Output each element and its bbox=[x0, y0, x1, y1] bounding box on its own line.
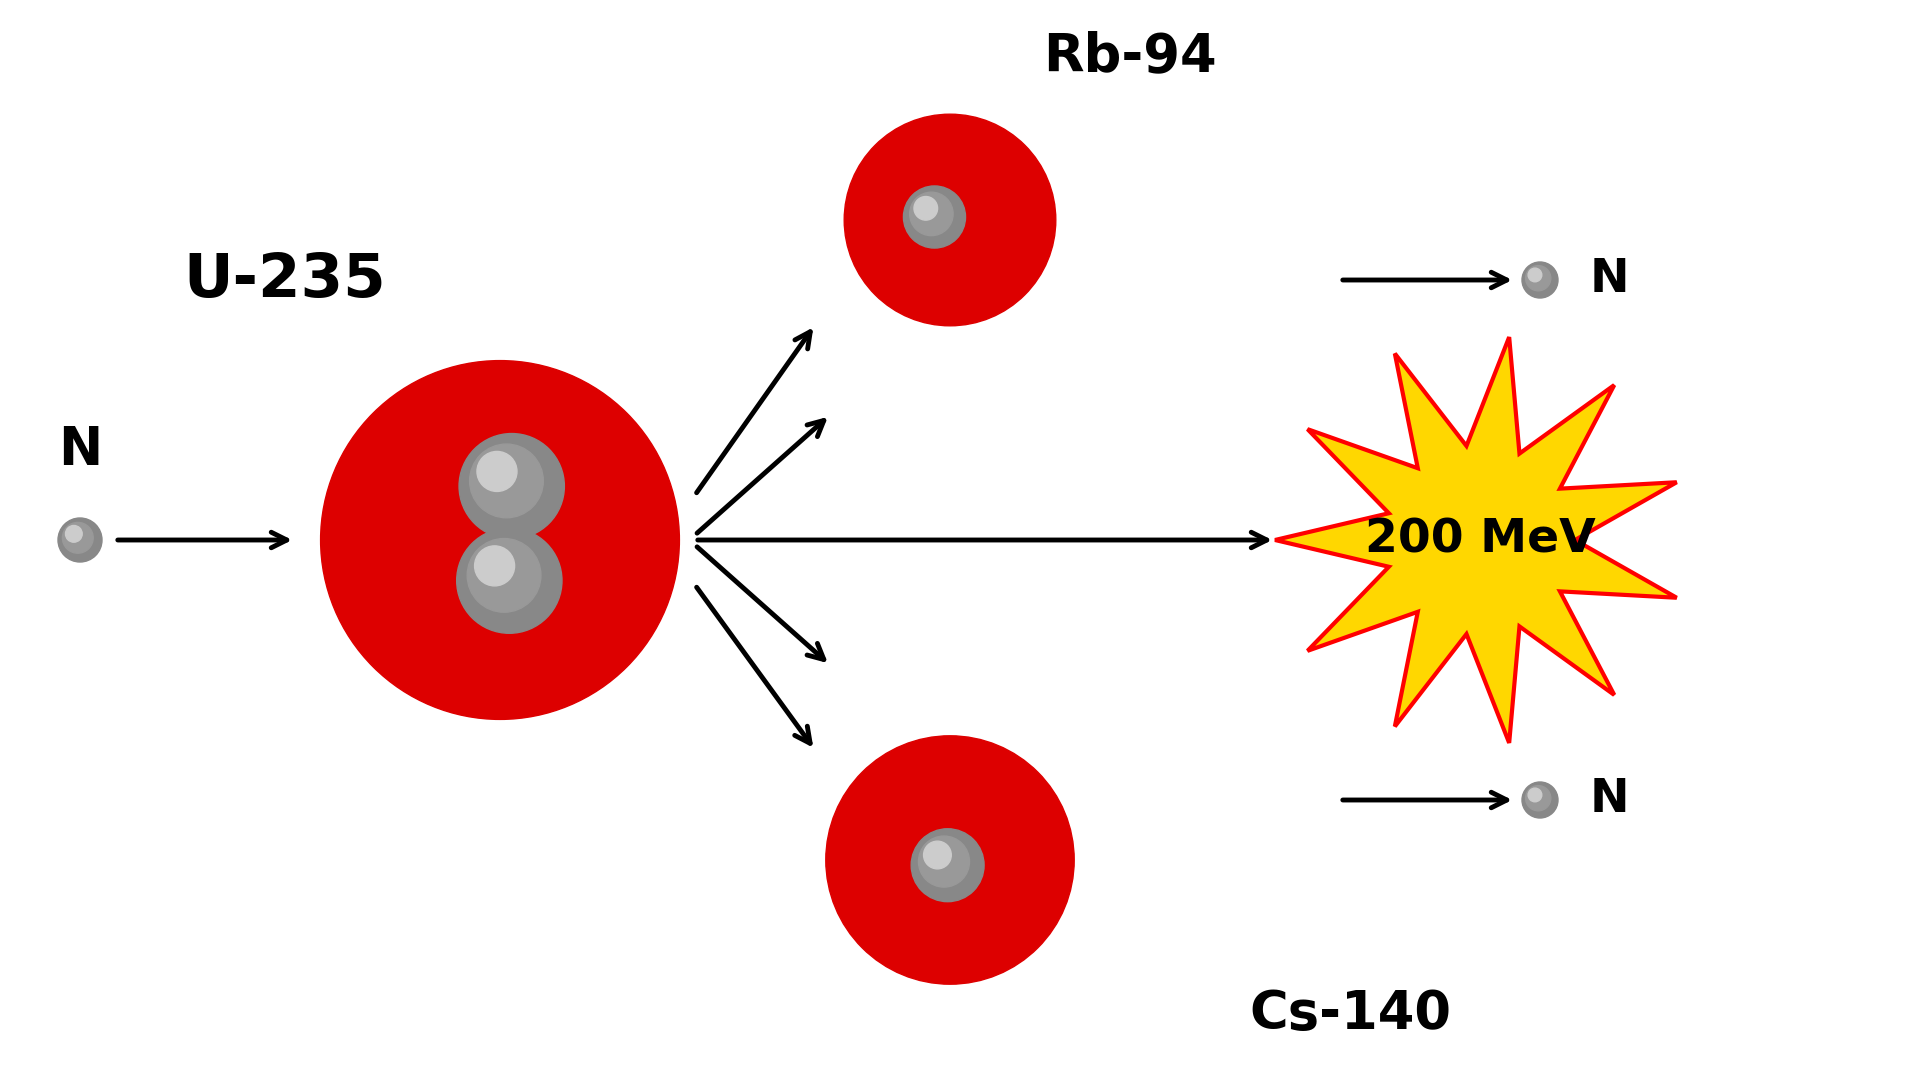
Text: U-235: U-235 bbox=[184, 251, 386, 310]
Text: Cs-140: Cs-140 bbox=[1250, 988, 1452, 1040]
Text: N: N bbox=[1590, 778, 1630, 823]
Circle shape bbox=[910, 192, 952, 235]
Circle shape bbox=[58, 518, 102, 562]
Circle shape bbox=[459, 433, 564, 539]
Circle shape bbox=[1528, 788, 1542, 801]
Circle shape bbox=[65, 526, 83, 542]
Circle shape bbox=[476, 451, 516, 491]
Text: N: N bbox=[1590, 257, 1630, 302]
Circle shape bbox=[1526, 266, 1551, 291]
Circle shape bbox=[474, 545, 515, 585]
Circle shape bbox=[924, 841, 950, 869]
Circle shape bbox=[904, 186, 966, 248]
Circle shape bbox=[914, 197, 937, 220]
Circle shape bbox=[1523, 262, 1557, 298]
Text: N: N bbox=[58, 424, 102, 476]
Polygon shape bbox=[1275, 337, 1676, 743]
Circle shape bbox=[845, 114, 1056, 326]
Circle shape bbox=[1528, 268, 1542, 282]
Text: Rb-94: Rb-94 bbox=[1043, 30, 1217, 82]
Circle shape bbox=[63, 523, 94, 553]
Circle shape bbox=[467, 539, 541, 612]
Circle shape bbox=[912, 828, 985, 902]
Circle shape bbox=[918, 836, 970, 887]
Text: 200 MeV: 200 MeV bbox=[1365, 517, 1596, 563]
Circle shape bbox=[321, 361, 680, 719]
Circle shape bbox=[826, 735, 1073, 984]
Circle shape bbox=[1526, 785, 1551, 811]
Circle shape bbox=[1523, 782, 1557, 818]
Circle shape bbox=[457, 528, 563, 633]
Circle shape bbox=[470, 444, 543, 517]
